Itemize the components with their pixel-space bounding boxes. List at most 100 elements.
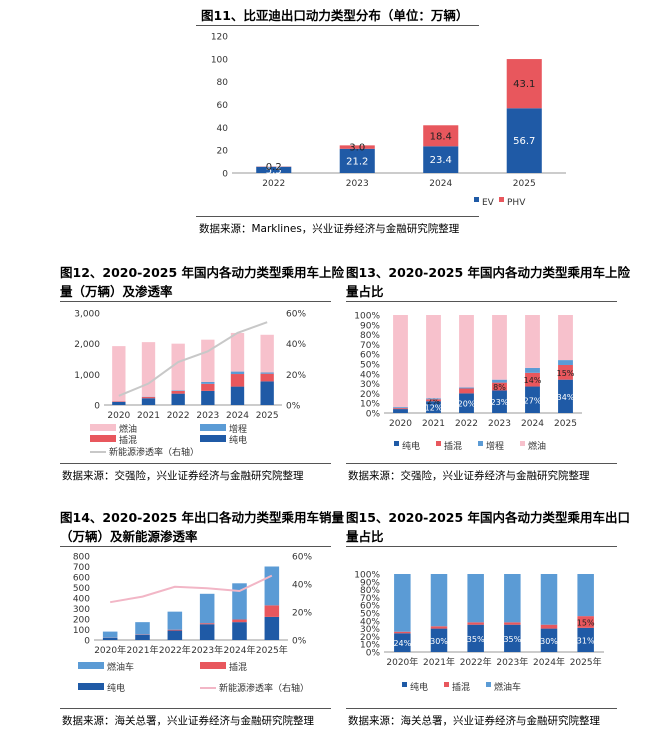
bar-phev-2024年 [232,619,247,623]
bar-bev-2022年 [467,624,484,652]
bar-erev-2024 [230,371,245,375]
bar-ice-2021年 [430,574,448,627]
fig12-title: 图12、2020-2025 年国内各动力类型乘用车上险 量（万辆）及渗透率 [60,263,344,301]
bar-bev-2023年 [199,624,215,640]
legend-label: 插混 [119,434,137,446]
legend-swatch [486,682,491,687]
x-tick-label: 2022年 [159,644,191,656]
data-label: 18.4 [430,131,452,142]
bar-ice-2023年 [504,574,521,623]
bar-phev-2025年 [577,616,594,628]
x-tick-label: 2024 [521,419,544,429]
fig14-title-line1: 图14、2020-2025 年出口各动力类型乘用车销量 [60,510,345,525]
legend-swatch [436,441,441,446]
bar-erev-2021 [426,398,441,400]
bar-ev-2024 [423,146,459,173]
bar-bev-2024年 [540,628,558,652]
bar-bev-2025年 [577,627,594,652]
bar-ice-2020 [112,346,126,402]
y-tick-label: 10% [360,641,380,651]
y-tick-label: 700 [73,563,90,573]
bar-bev-2024 [230,386,245,405]
bar-phev-2025年 [264,605,280,617]
bar-ice-2023 [201,339,215,382]
y2-tick-label: 20% [286,371,306,381]
fig11-source: 数据来源：Marklines，兴业证券经济与金融研究院整理 [199,223,460,235]
bar-phev-2023 [201,383,215,391]
bar-bev-2025 [558,379,573,413]
y2-tick-label: 40% [292,581,312,591]
x-tick-label: 2025年 [256,644,288,656]
data-label: 23% [491,398,509,407]
x-tick-label: 2021年 [127,644,159,656]
fig13-title: 图13、2020-2025 年国内各动力类型乘用车上险 量占比 [346,263,630,301]
legend-swatch [78,662,104,669]
y-tick-label: 60% [360,351,380,361]
data-label: 31% [577,636,595,645]
data-label: 35% [467,635,485,644]
legend-label: 新能源渗透率（右轴） [109,446,199,458]
data-label: 30% [430,637,448,646]
bar-ice-2022年 [467,574,484,623]
bar-erev-2020 [393,407,408,409]
bar-ice-2021年 [135,622,150,635]
legend-label: 燃油车 [107,661,134,673]
penetration-line [109,574,273,604]
bar-ice-2025年 [264,566,280,606]
y-tick-label: 90% [360,321,380,331]
fig14-source-rule [60,708,331,709]
x-tick-label: 2025年 [570,656,602,668]
x-tick-label: 2022年 [460,656,492,668]
bar-bev-2021 [426,401,441,413]
y-tick-label: 1,000 [74,371,100,381]
y-tick-label: 500 [73,584,90,594]
legend-label: 增程 [486,440,504,452]
y-tick-label: 50% [360,610,380,620]
data-label: 5.5 [266,165,282,176]
fig15-source: 数据来源：海关总署，兴业证券经济与金融研究院整理 [348,715,600,727]
fig14-title-rule [60,546,331,547]
fig12-title-line1: 图12、2020-2025 年国内各动力类型乘用车上险 [60,265,345,280]
y-tick-label: 0 [94,402,100,412]
bar-bev-2022 [171,393,185,405]
bar-bev-2020 [112,401,126,405]
y-tick-label: 0% [366,649,381,659]
bar-ice-2021 [426,315,441,399]
data-label: 2% [427,397,440,406]
y-tick-label: 80% [360,586,380,596]
bar-bev-2021 [141,398,156,405]
legend-swatch [78,683,104,690]
x-tick-label: 2024 [226,411,249,421]
fig12-title-line2: 量（万辆）及渗透率 [60,284,173,299]
legend-label: 燃油 [528,440,546,452]
fig11-title: 图11、比亚迪出口动力类型分布（单位：万辆） [201,8,469,23]
bar-ice-2025年 [577,574,594,617]
x-tick-label: 2020年 [94,644,126,656]
x-tick-label: 2022 [167,411,190,421]
bar-phev-2021年 [430,626,448,629]
legend-swatch [474,197,479,202]
legend-swatch [90,424,116,431]
bar-phev-2022年 [167,629,183,631]
fig13-source: 数据来源：交强险，兴业证券经济与金融研究院整理 [348,470,590,482]
y2-tick-label: 60% [286,310,306,320]
y-tick-label: 90% [360,578,380,588]
y-tick-label: 20% [360,390,380,400]
bar-bev-2024 [525,386,540,413]
legend-swatch [90,435,116,442]
y-tick-label: 20 [217,147,229,157]
bar-phev-2022 [171,390,185,394]
bar-ice-2020年 [102,631,118,638]
legend-label: EV [482,198,495,208]
x-tick-label: 2023 [488,419,511,429]
bar-bev-2021年 [135,634,150,640]
legend-label: PHV [507,198,526,208]
bar-ice-2025 [558,315,573,361]
data-label: 3.0 [349,143,365,154]
legend-swatch [394,441,399,446]
y-tick-label: 100% [354,312,380,322]
bar-phev-2024年 [540,624,558,629]
y-tick-label: 70% [360,594,380,604]
y-tick-label: 100% [354,571,380,581]
